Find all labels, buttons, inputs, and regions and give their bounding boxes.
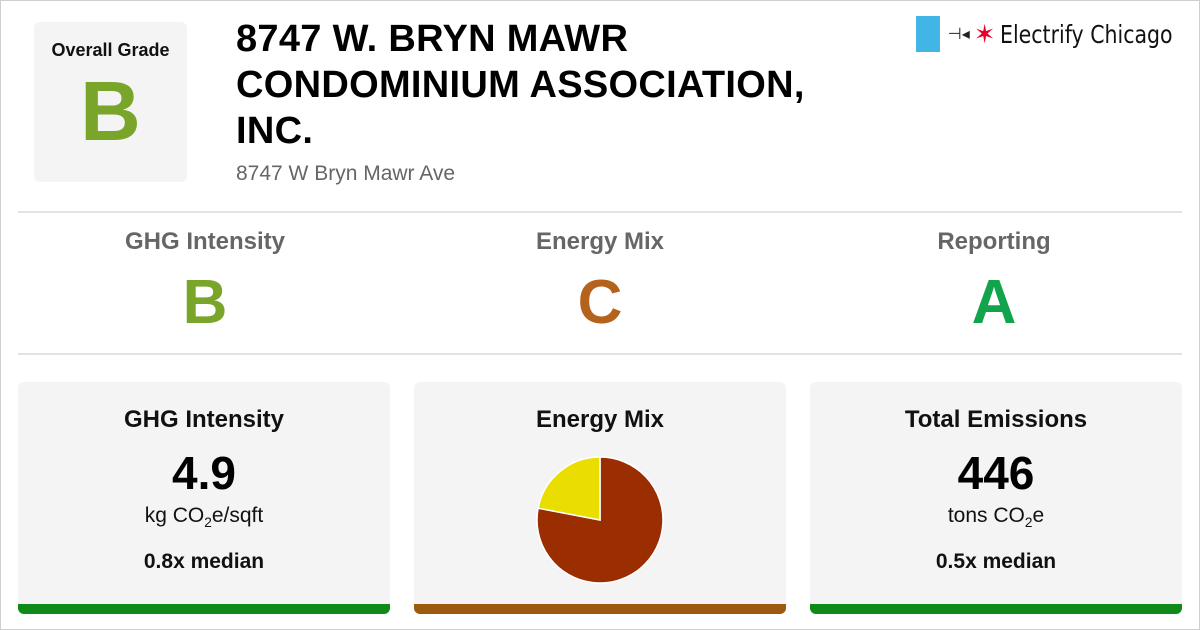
total-emissions-value: 446 [957,447,1035,499]
total-emissions-unit: tons CO2e [947,504,1045,531]
overall-grade-box: Overall Grade B [34,22,187,182]
ghg-intensity-median: 0.8x median [143,550,265,574]
building-title: 8747 W. BRYN MAWR CONDOMINIUM ASSOCIATIO… [236,18,805,152]
total-emissions-median: 0.5x median [935,550,1057,574]
divider [18,211,1182,213]
card-status-bar [414,604,786,614]
ghg-intensity-value: 4.9 [172,447,236,499]
card-title: GHG Intensity [123,406,285,433]
ghg-intensity-unit: kg CO2e/sqft [144,504,264,531]
grade-label: Energy Mix [535,228,665,255]
card-total-emissions: Total Emissions 446 tons CO2e 0.5x media… [810,382,1182,614]
pie-slice [537,456,601,521]
grade-ghg-intensity: GHG Intensity B [8,228,402,334]
grade-label: GHG Intensity [124,228,286,255]
brand-logo[interactable]: ⊣◂ ✶ Electrify Chicago [915,16,1176,52]
grade-reporting: Reporting A [797,228,1191,334]
overall-grade-value: B [80,64,141,158]
energy-mix-pie-chart [536,456,664,584]
divider [18,353,1182,355]
grade-value: A [971,268,1017,337]
card-ghg-intensity: GHG Intensity 4.9 kg CO2e/sqft 0.8x medi… [18,382,390,614]
card-status-bar [810,604,1182,614]
star-icon: ✶ [973,19,996,49]
brand-name: Electrify Chicago [999,19,1173,49]
card-status-bar [18,604,390,614]
card-title: Energy Mix [535,406,665,433]
building-address: 8747 W Bryn Mawr Ave [236,162,456,185]
chicago-flag-icon [915,16,940,52]
grade-value: C [577,268,623,337]
grade-energy-mix: Energy Mix C [403,228,797,334]
card-energy-mix: Energy Mix [414,382,786,614]
grade-label: Reporting [937,228,1051,255]
card-title: Total Emissions [904,406,1088,433]
grade-value: B [182,268,228,337]
plug-icon: ⊣◂ [947,26,970,43]
overall-grade-label: Overall Grade [51,40,170,60]
